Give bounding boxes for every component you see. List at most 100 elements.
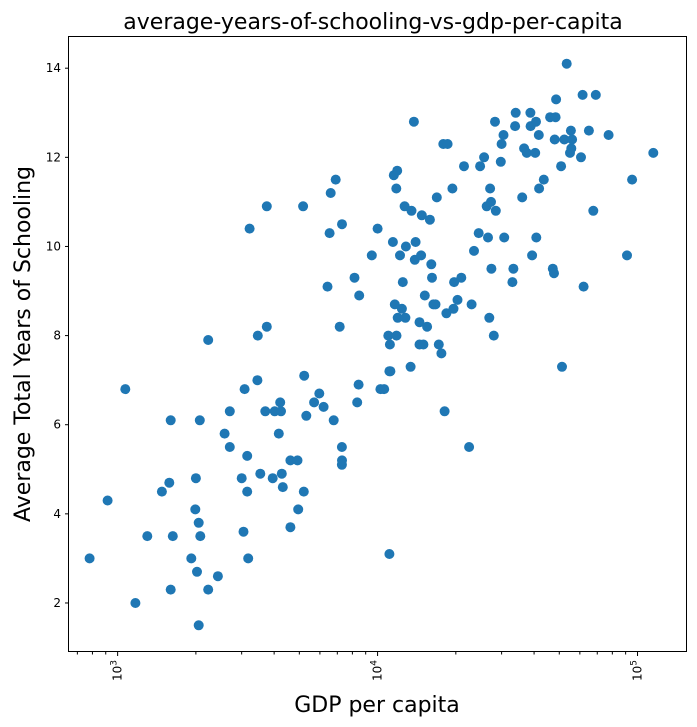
data-point	[490, 116, 500, 127]
data-point	[349, 272, 360, 283]
data-point	[193, 620, 204, 631]
data-point	[219, 428, 230, 439]
data-point	[561, 58, 572, 69]
data-point	[577, 89, 588, 100]
data-point	[352, 397, 363, 408]
data-point	[499, 232, 510, 243]
data-point	[433, 339, 444, 350]
data-point	[508, 263, 519, 274]
data-point	[419, 290, 430, 301]
y-tick-label: 14	[46, 61, 61, 75]
data-point	[538, 174, 549, 185]
data-point	[400, 312, 411, 323]
data-point	[252, 375, 263, 386]
data-point	[186, 553, 197, 564]
data-point	[195, 531, 206, 542]
data-point	[525, 107, 536, 118]
data-point	[395, 250, 405, 261]
data-point	[299, 370, 310, 381]
data-point	[486, 196, 496, 207]
data-point	[387, 237, 398, 247]
data-point	[483, 232, 493, 243]
data-point	[427, 272, 437, 283]
x-tick-exponent: 4	[370, 660, 380, 666]
x-tick-exponent: 3	[110, 660, 120, 666]
data-point	[391, 330, 402, 341]
data-point	[260, 406, 271, 417]
data-point	[583, 125, 594, 136]
data-point	[578, 281, 589, 292]
data-point	[261, 321, 272, 332]
data-point	[400, 241, 411, 252]
data-point	[301, 410, 312, 421]
data-point	[496, 139, 507, 149]
data-point	[156, 486, 167, 497]
data-point	[507, 277, 518, 288]
data-point	[576, 152, 586, 163]
data-point	[447, 183, 458, 194]
data-point	[549, 134, 560, 145]
data-point	[366, 250, 377, 261]
y-tick-label: 8	[53, 329, 61, 343]
data-point	[238, 526, 249, 537]
data-point	[449, 277, 460, 288]
data-point	[385, 366, 396, 377]
data-point	[330, 174, 341, 185]
data-point	[416, 250, 427, 261]
x-tick-base: 10	[111, 666, 125, 681]
data-point	[549, 268, 559, 279]
data-point	[193, 517, 204, 528]
data-point	[130, 598, 141, 608]
data-point	[648, 147, 659, 158]
data-point	[314, 388, 325, 399]
data-point	[84, 553, 95, 564]
data-point	[498, 130, 509, 140]
data-point	[422, 321, 433, 332]
data-point	[469, 245, 479, 256]
data-point	[486, 263, 497, 274]
data-point	[167, 531, 178, 542]
data-point	[441, 308, 452, 319]
data-point	[194, 415, 205, 426]
data-point	[510, 107, 521, 118]
data-point	[165, 584, 176, 595]
data-point	[318, 401, 329, 412]
data-point	[261, 201, 272, 212]
data-point	[397, 277, 408, 288]
data-point	[405, 361, 416, 372]
data-point	[566, 143, 577, 154]
data-point	[456, 272, 467, 283]
data-point	[354, 290, 365, 301]
data-point	[165, 415, 176, 426]
data-point	[372, 223, 383, 234]
data-point	[102, 495, 113, 506]
data-point	[239, 384, 250, 395]
data-point	[293, 504, 304, 515]
data-point	[464, 442, 475, 452]
y-tick-label: 4	[53, 507, 61, 521]
data-point	[531, 116, 541, 127]
data-point	[490, 205, 501, 216]
data-point	[533, 130, 544, 140]
x-tick-label: 103	[110, 660, 125, 681]
data-point	[459, 161, 469, 172]
data-point	[277, 482, 288, 493]
data-point	[410, 237, 421, 247]
x-axis-label: GDP per capita	[294, 693, 460, 718]
data-point	[408, 116, 419, 127]
data-point	[622, 250, 632, 261]
data-point	[406, 205, 417, 216]
data-point	[292, 455, 303, 466]
data-point	[466, 299, 477, 310]
data-point	[337, 455, 347, 466]
data-point	[488, 330, 499, 341]
data-point	[426, 259, 437, 270]
data-point	[485, 183, 496, 194]
data-point	[556, 161, 567, 172]
data-point	[550, 112, 561, 123]
data-point	[452, 294, 463, 305]
data-point	[275, 397, 286, 408]
data-point	[384, 549, 395, 559]
data-point	[473, 228, 484, 239]
data-point	[510, 121, 521, 132]
